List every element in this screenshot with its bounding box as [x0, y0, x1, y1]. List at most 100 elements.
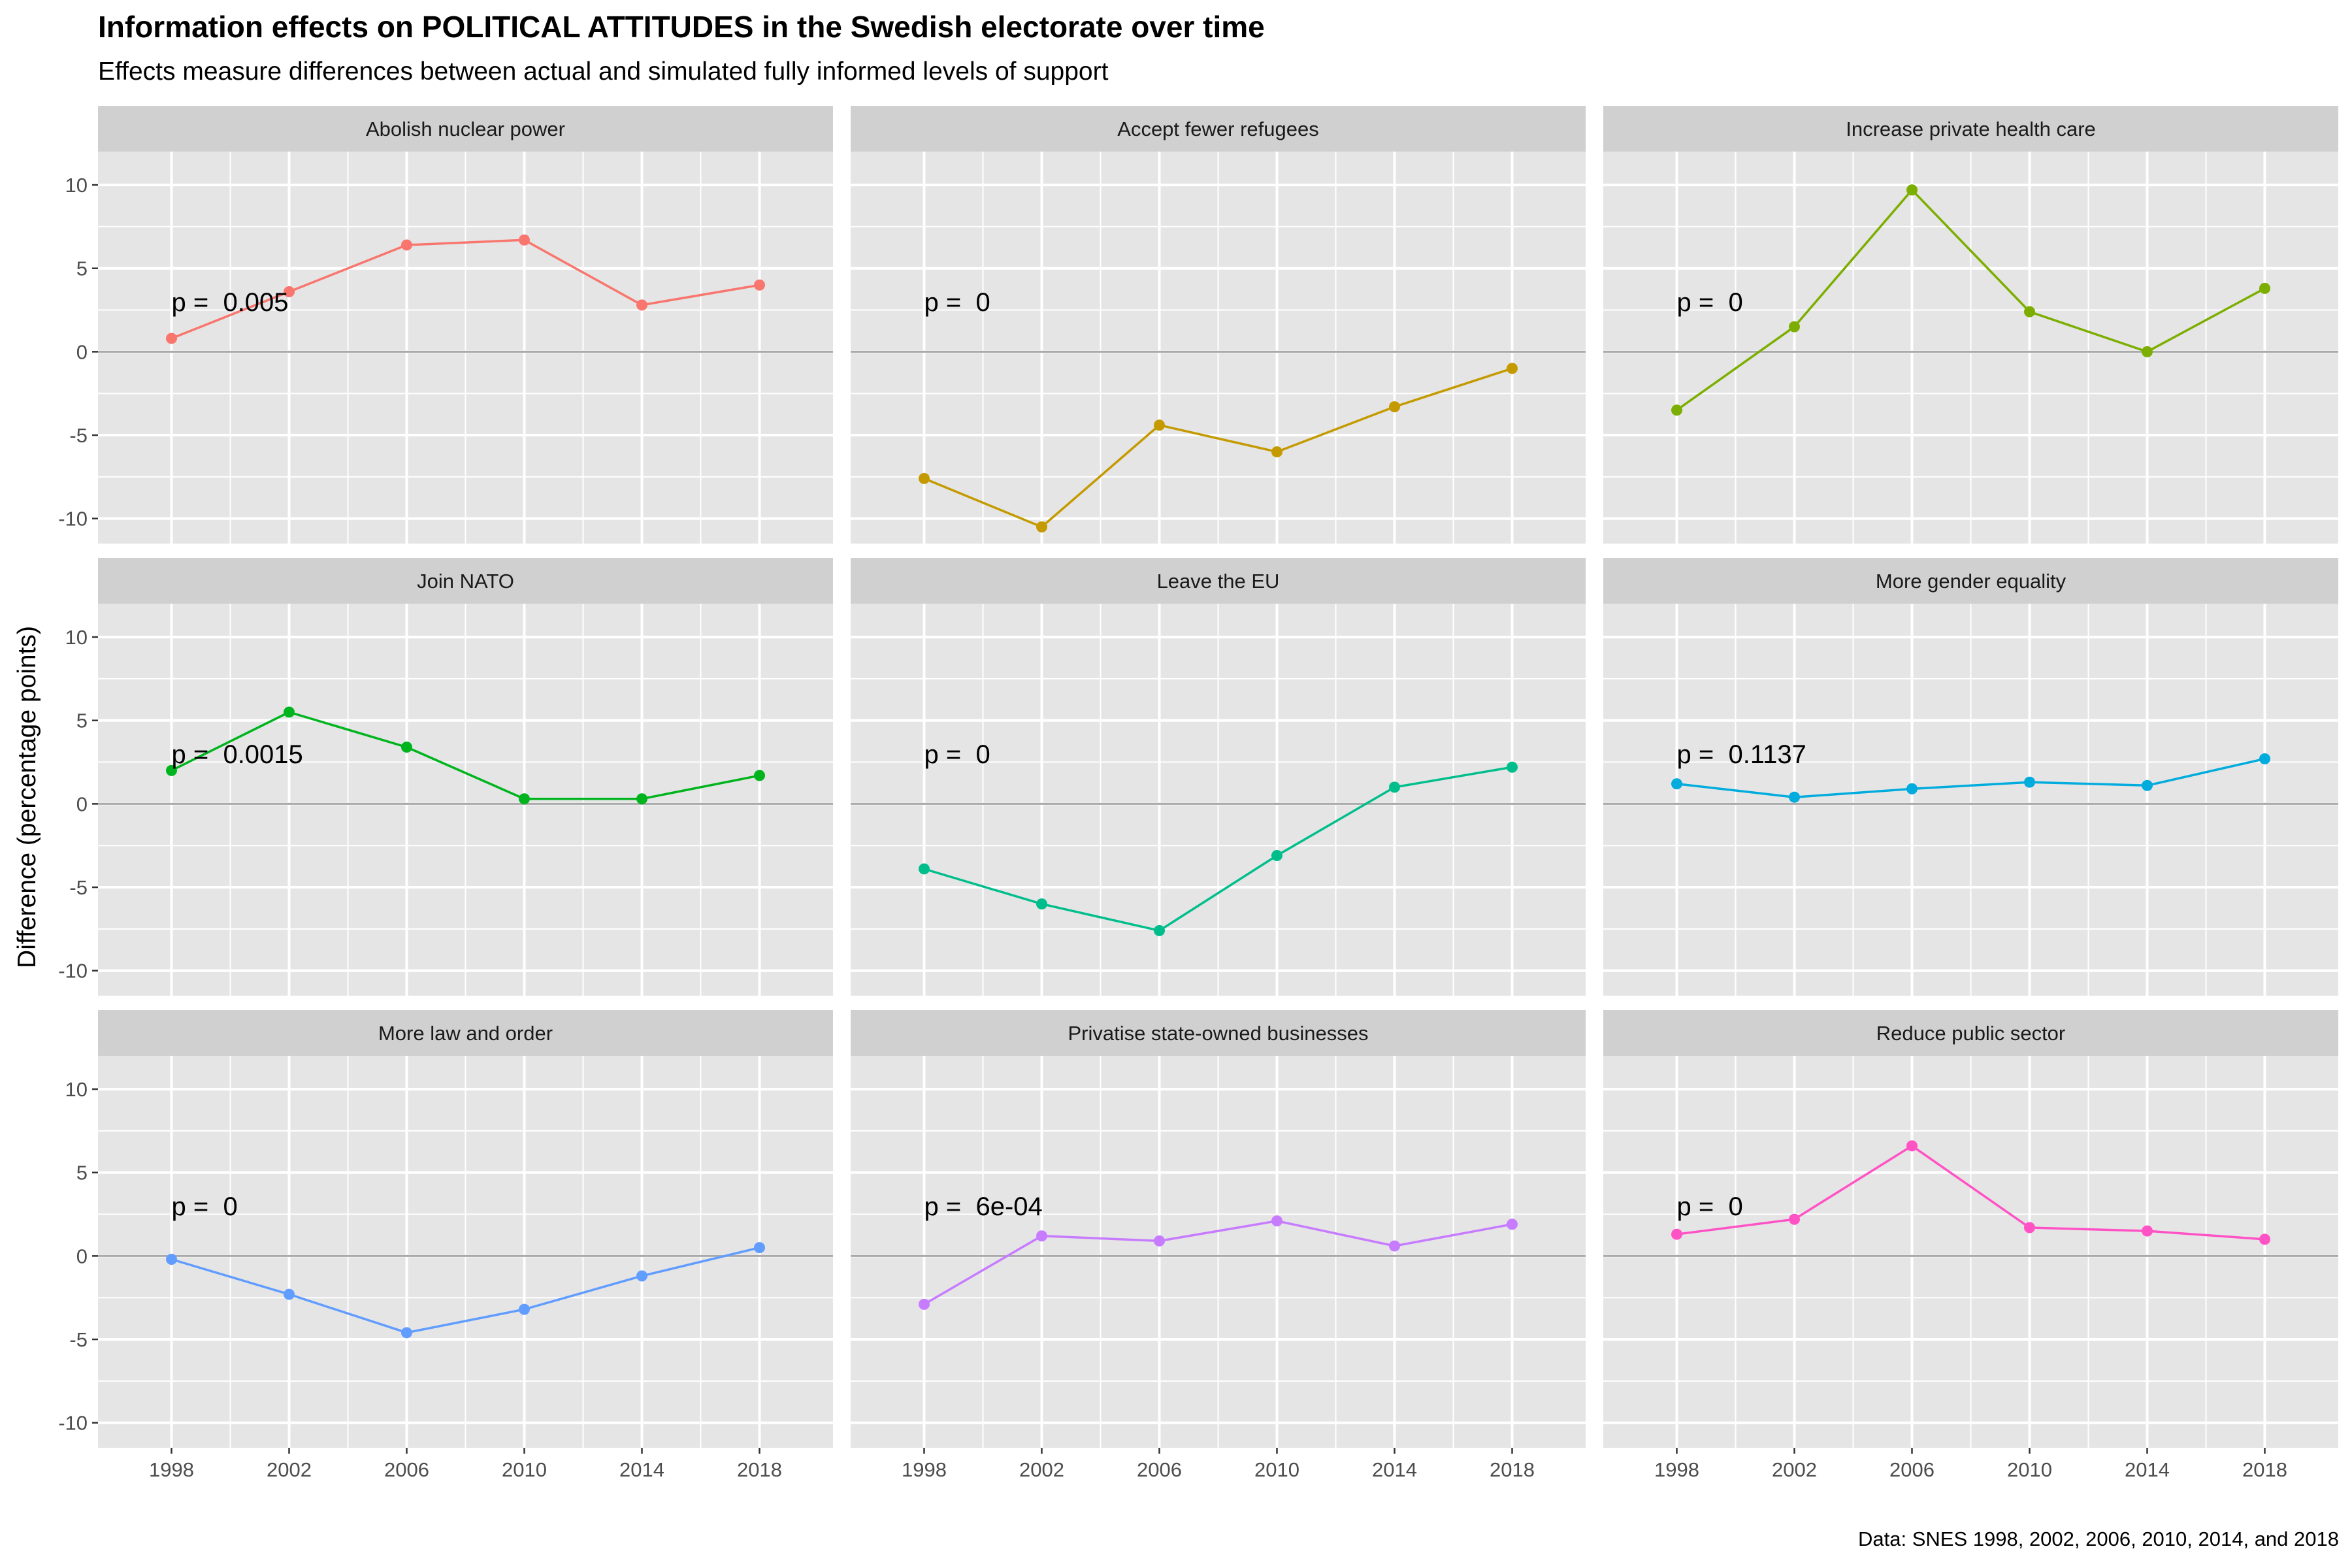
facet-strip-label: Privatise state-owned businesses: [1068, 1022, 1368, 1045]
data-point: [1036, 898, 1047, 910]
data-point: [2142, 779, 2153, 791]
facet-strip-label: Join NATO: [417, 570, 514, 593]
data-point: [636, 1270, 647, 1282]
series-line: [171, 711, 760, 800]
data-point: [919, 1298, 930, 1310]
y-tick-label: -5: [69, 424, 88, 447]
x-tick-label: 2018: [1490, 1458, 1535, 1481]
series-line: [923, 367, 1513, 529]
data-point: [1389, 401, 1400, 413]
p-value-annotation: p = 0: [924, 288, 990, 317]
x-tick-label: 2002: [267, 1458, 312, 1481]
y-tick-label: 0: [76, 792, 88, 815]
data-point: [166, 333, 177, 344]
x-tick-label: 2010: [502, 1458, 547, 1481]
p-value-annotation: p = 0.0015: [172, 740, 303, 769]
data-point: [1789, 791, 1800, 803]
data-point: [1507, 1218, 1518, 1230]
data-point: [2024, 306, 2035, 318]
data-point: [519, 793, 530, 805]
data-point: [1789, 321, 1800, 333]
p-value-annotation: p = 6e-04: [924, 1192, 1043, 1221]
x-tick-label: 2014: [619, 1458, 664, 1481]
data-point: [1154, 924, 1165, 936]
x-tick-label: 2006: [1137, 1458, 1182, 1481]
y-tick-label: 5: [76, 257, 88, 280]
y-tick-label: -5: [69, 1328, 88, 1351]
data-point: [401, 1327, 412, 1339]
data-point: [1389, 781, 1400, 793]
facet-strip: [1603, 558, 2338, 604]
x-tick-label: 1998: [902, 1458, 947, 1481]
facet-strip-label: Reduce public sector: [1876, 1022, 2066, 1045]
x-tick-label: 1998: [1654, 1458, 1699, 1481]
x-tick-label: 2006: [1889, 1458, 1935, 1481]
x-tick-label: 2010: [2007, 1458, 2052, 1481]
data-point: [1271, 446, 1282, 458]
p-value-annotation: p = 0: [1677, 1192, 1743, 1221]
facet-strip: [851, 106, 1586, 152]
data-point: [1906, 184, 1918, 196]
y-tick-label: -10: [58, 960, 88, 983]
facet-strip: [851, 558, 1586, 604]
data-point: [1906, 1140, 1918, 1152]
facet-strip: [98, 558, 833, 604]
data-point: [1507, 363, 1518, 374]
series-line: [1676, 757, 2265, 798]
facet-panel: Abolish nuclear power p = 0.005 -10 -5 0 5 10: [58, 106, 833, 544]
data-point: [2142, 346, 2153, 357]
facet-strip-label: Accept fewer refugees: [1117, 118, 1318, 140]
facet-strip: [98, 106, 833, 152]
p-value-annotation: p = 0: [172, 1192, 238, 1221]
data-point: [519, 1303, 530, 1315]
facet-strip: [1603, 106, 2338, 152]
data-point: [1036, 521, 1047, 532]
data-point: [1036, 1230, 1047, 1242]
y-tick-label: 5: [76, 1162, 88, 1184]
series-line: [171, 1246, 760, 1334]
data-point: [2024, 1222, 2035, 1233]
x-tick-label: 2014: [2125, 1458, 2170, 1481]
data-point: [284, 1288, 295, 1300]
x-tick-label: 1998: [149, 1458, 194, 1481]
x-tick-label: 2002: [1772, 1458, 1817, 1481]
facet-panel: Reduce public sector p = 0 1998 2002 2006 201…: [1603, 1010, 2338, 1481]
x-tick-label: 2014: [1372, 1458, 1417, 1481]
y-tick-label: -10: [58, 1412, 88, 1435]
p-value-annotation: p = 0.1137: [1677, 740, 1806, 769]
y-tick-label: 10: [65, 626, 88, 649]
y-tick-label: 0: [76, 340, 88, 363]
facet-strip: [851, 1010, 1586, 1056]
data-point: [1271, 850, 1282, 862]
facet-panel: More law and order p = 0 -10 -5 0 5 10 1998 2002…: [58, 1010, 833, 1481]
data-point: [1671, 778, 1682, 790]
facet-strip-label: More law and order: [378, 1022, 553, 1045]
data-point: [2259, 753, 2270, 764]
facet-panel: More gender equality p = 0.1137: [1603, 558, 2338, 996]
data-point: [401, 742, 412, 753]
series-line: [923, 1220, 1512, 1305]
p-value-annotation: p = 0: [1677, 288, 1743, 317]
data-point: [2259, 1233, 2270, 1245]
facet-strip-label: More gender equality: [1876, 570, 2066, 593]
x-tick-label: 2018: [2242, 1458, 2287, 1481]
data-point: [519, 234, 530, 246]
data-point: [754, 1242, 765, 1254]
chart-caption: Data: SNES 1998, 2002, 2006, 2010, 2014,…: [1858, 1527, 2339, 1550]
series-line: [171, 238, 760, 340]
p-value-annotation: p = 0.005: [172, 288, 289, 317]
y-tick-label: 10: [65, 1078, 88, 1101]
data-point: [919, 472, 930, 484]
facet-strip-label: Leave the EU: [1157, 570, 1280, 593]
data-point: [1154, 419, 1165, 431]
facet-panel: Privatise state-owned businesses p = 6e-0…: [851, 1010, 1586, 1481]
data-point: [2024, 776, 2035, 788]
y-tick-label: -5: [69, 876, 88, 899]
facet-strip: [98, 1010, 833, 1056]
y-tick-label: 0: [76, 1245, 88, 1267]
data-point: [166, 764, 177, 776]
x-tick-label: 2006: [384, 1458, 429, 1481]
data-point: [284, 286, 295, 297]
x-tick-label: 2010: [1254, 1458, 1299, 1481]
